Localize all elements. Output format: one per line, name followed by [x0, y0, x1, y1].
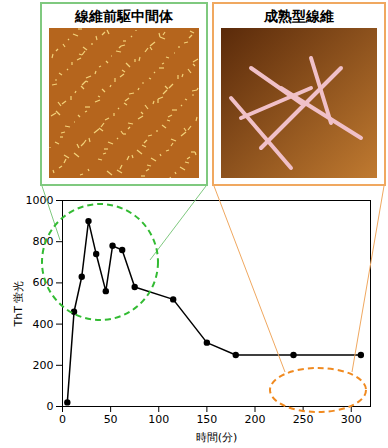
- svg-text:0: 0: [59, 413, 66, 426]
- svg-text:600: 600: [33, 276, 54, 289]
- svg-text:100: 100: [148, 413, 169, 426]
- svg-text:0: 0: [47, 400, 54, 413]
- svg-text:400: 400: [33, 318, 54, 331]
- svg-text:ThT 蛍光: ThT 蛍光: [12, 281, 25, 328]
- svg-text:200: 200: [33, 359, 54, 372]
- svg-text:300: 300: [341, 413, 362, 426]
- svg-text:1000: 1000: [26, 194, 54, 207]
- svg-text:50: 50: [104, 413, 118, 426]
- svg-text:200: 200: [245, 413, 266, 426]
- svg-text:時間(分): 時間(分): [196, 431, 238, 444]
- svg-text:250: 250: [293, 413, 314, 426]
- html-text:線維前駆中間体: 線維前駆中間体: [75, 8, 173, 24]
- svg-text:800: 800: [33, 235, 54, 248]
- html-text:成熟型線維: 成熟型線維: [264, 8, 334, 24]
- svg-text:150: 150: [196, 413, 217, 426]
